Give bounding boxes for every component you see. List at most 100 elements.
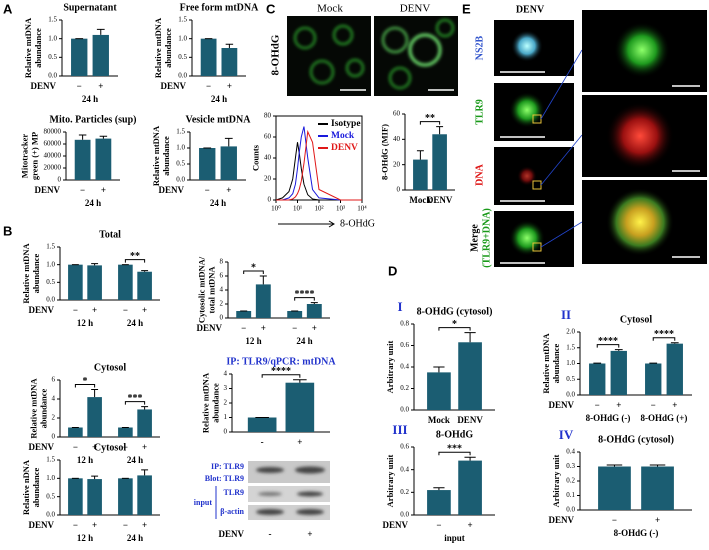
y-tick-label: 60	[393, 110, 401, 118]
y-axis-label: green (+) MP	[29, 132, 39, 180]
western-blot: IP: TLR9 Blot: TLR9 TLR9 β-actin input D…	[194, 461, 330, 539]
y-tick-label: 6	[220, 272, 224, 280]
sig-label: *	[251, 262, 256, 273]
y-axis-label: Arbitrary unit	[551, 455, 561, 508]
bar	[220, 146, 237, 180]
y-tick-label: 0.1	[566, 491, 575, 499]
group-label: 12 h	[77, 318, 93, 328]
y-tick-label: 0.0	[400, 406, 409, 414]
y-tick-label: 0.6	[400, 443, 409, 451]
y-tick-label: 0.0	[178, 72, 187, 80]
x-tick-label: -	[269, 529, 272, 539]
panel-numeral: I	[397, 299, 402, 314]
x-tick-label: 10⁴	[357, 205, 367, 213]
x-row-label: DENV	[160, 81, 186, 91]
y-axis-label: Mitotracker	[19, 134, 29, 179]
micrographs-e: DENV NS2B TLR9 DNA Merge (TLR9+DNA)	[469, 4, 707, 268]
x-tick-label: −	[123, 520, 128, 530]
error-bar	[416, 150, 424, 160]
y-axis-label: abundance	[161, 136, 171, 176]
chart-title: 8-OHdG	[436, 429, 473, 440]
x-tick-label: +	[92, 520, 97, 530]
y-tick-label: 0.5	[176, 160, 185, 168]
x-row-label: DENV	[28, 520, 54, 530]
error-bar	[99, 135, 108, 139]
sig-label: **	[425, 113, 435, 124]
y-tick-label: 0	[268, 196, 272, 204]
x-tick-label: −	[73, 305, 78, 315]
x-tick-label: −	[436, 520, 441, 530]
x-tick-label: 10²	[314, 205, 323, 213]
blot-image	[248, 505, 330, 520]
x-tick-label: 10³	[336, 205, 345, 213]
axes	[189, 132, 246, 181]
cell	[509, 220, 545, 256]
cells	[294, 19, 454, 89]
sig-label: **	[130, 251, 140, 262]
bar	[221, 48, 238, 76]
error-bar	[141, 270, 149, 272]
group-label: 24 h	[127, 318, 143, 328]
sig-bracket	[124, 259, 146, 263]
x-row-label: DENV	[548, 515, 574, 525]
panel-label: E	[462, 1, 471, 16]
x-tick-label: Mock	[409, 195, 431, 205]
y-tick-label: 0	[397, 186, 401, 194]
axes	[404, 114, 455, 191]
sig-label: ****	[295, 289, 315, 300]
y-axis-label: Arbitrary unit	[385, 341, 395, 394]
chart-title: Supernatant	[63, 2, 117, 13]
x-row-label: DENV	[218, 529, 244, 539]
group-label: 24 h	[211, 94, 227, 104]
y-axis-label: abundance	[31, 253, 41, 293]
x-row-label: DENV	[30, 81, 56, 91]
y-axis-label: total mtDNA	[206, 266, 216, 314]
error-bar	[606, 464, 623, 467]
bar	[589, 363, 606, 395]
axes	[65, 132, 120, 181]
y-tick-label: 0.4	[566, 448, 575, 456]
x-tick-label: +	[226, 185, 231, 195]
y-tick-label: 1.0	[178, 34, 187, 42]
sig-bracket	[261, 374, 301, 378]
bar	[413, 159, 428, 190]
error-bar	[91, 475, 99, 480]
x-tick-label: −	[123, 305, 128, 315]
sig-label: ****	[598, 336, 618, 347]
bar	[666, 343, 683, 395]
y-tick-label: 0.0	[46, 511, 55, 519]
scale-bar	[500, 71, 700, 264]
bar	[287, 311, 303, 318]
zoom-lines	[540, 49, 583, 248]
y-tick-label: 1.5	[46, 456, 55, 464]
series-line	[276, 129, 362, 201]
x-row-label: DENV	[28, 442, 54, 452]
sig-bracket	[294, 297, 315, 301]
panel-label: C	[266, 1, 276, 16]
y-tick-label: 40000	[44, 152, 62, 160]
chart-title: IP: TLR9/qPCR: mtDNA	[226, 356, 336, 367]
y-tick-label: 0.6	[400, 341, 409, 349]
group-label: 24 h	[210, 198, 226, 208]
y-axis-label: 8-OHdG (MIF)	[380, 124, 390, 180]
y-tick-label: 0	[220, 314, 224, 322]
x-tick-label: Mock	[428, 415, 450, 425]
stain-label: 8-OHdG	[270, 34, 282, 75]
y-tick-label: 8	[220, 258, 224, 266]
blot-label: β-actin	[220, 507, 244, 516]
channel-label: DNA	[474, 163, 485, 185]
chart-title: 8-OHdG (cytosol)	[417, 306, 493, 317]
sig-bracket	[243, 270, 264, 274]
x-row-label: DENV	[28, 305, 54, 315]
bar	[247, 417, 277, 432]
group-label: 8-OHdG (+)	[641, 413, 688, 423]
x-tick-label: +	[312, 323, 317, 333]
x-tick-label: −	[123, 442, 128, 452]
bar	[610, 350, 627, 395]
error-bar	[464, 456, 476, 461]
axis-arrow	[278, 220, 335, 228]
blot-image	[248, 486, 330, 502]
chart-title: Cytosol	[94, 362, 126, 373]
x-tick-label: +	[142, 442, 147, 452]
y-tick-label: 1.5	[178, 16, 187, 24]
